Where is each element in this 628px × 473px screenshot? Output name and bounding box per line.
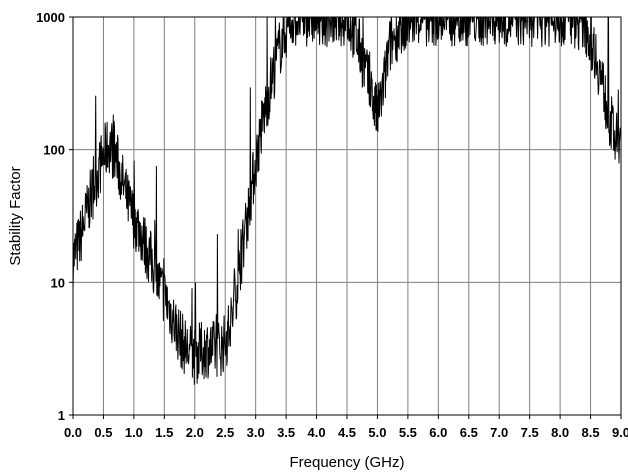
x-tick-label: 5.5 — [399, 425, 417, 440]
x-tick-label: 3.5 — [277, 425, 295, 440]
y-axis-ticks: 1 10 100 1000 — [36, 10, 73, 423]
x-axis-title: Frequency (GHz) — [289, 454, 404, 471]
x-tick-label: 7.0 — [490, 425, 508, 440]
y-tick-label: 100 — [43, 143, 65, 158]
x-tick-label: 7.5 — [521, 425, 539, 440]
x-tick-label: 0.0 — [64, 425, 82, 440]
x-tick-label: 6.0 — [429, 425, 447, 440]
x-tick-label: 1.0 — [125, 425, 143, 440]
x-tick-label: 3.0 — [247, 425, 265, 440]
y-tick-label: 10 — [51, 275, 65, 290]
x-tick-label: 5.0 — [368, 425, 386, 440]
x-tick-label: 4.5 — [338, 425, 356, 440]
x-tick-label: 1.5 — [155, 425, 173, 440]
x-tick-label: 0.5 — [94, 425, 112, 440]
x-tick-label: 9.0 — [612, 425, 628, 440]
grid-lines — [73, 17, 621, 415]
y-tick-label: 1000 — [36, 10, 65, 25]
x-tick-label: 2.0 — [186, 425, 204, 440]
x-axis-ticks: 0.0 0.5 1.0 1.5 2.0 2.5 3.0 3.5 4.0 4.5 5.0 5.5 6.0 6… — [64, 415, 628, 440]
y-tick-label: 1 — [58, 408, 65, 423]
x-tick-label: 4.0 — [308, 425, 326, 440]
x-tick-label: 2.5 — [216, 425, 234, 440]
y-axis-title: Stability Factor — [7, 166, 24, 265]
x-tick-label: 6.5 — [460, 425, 478, 440]
x-tick-label: 8.0 — [551, 425, 569, 440]
x-tick-label: 8.5 — [582, 425, 600, 440]
